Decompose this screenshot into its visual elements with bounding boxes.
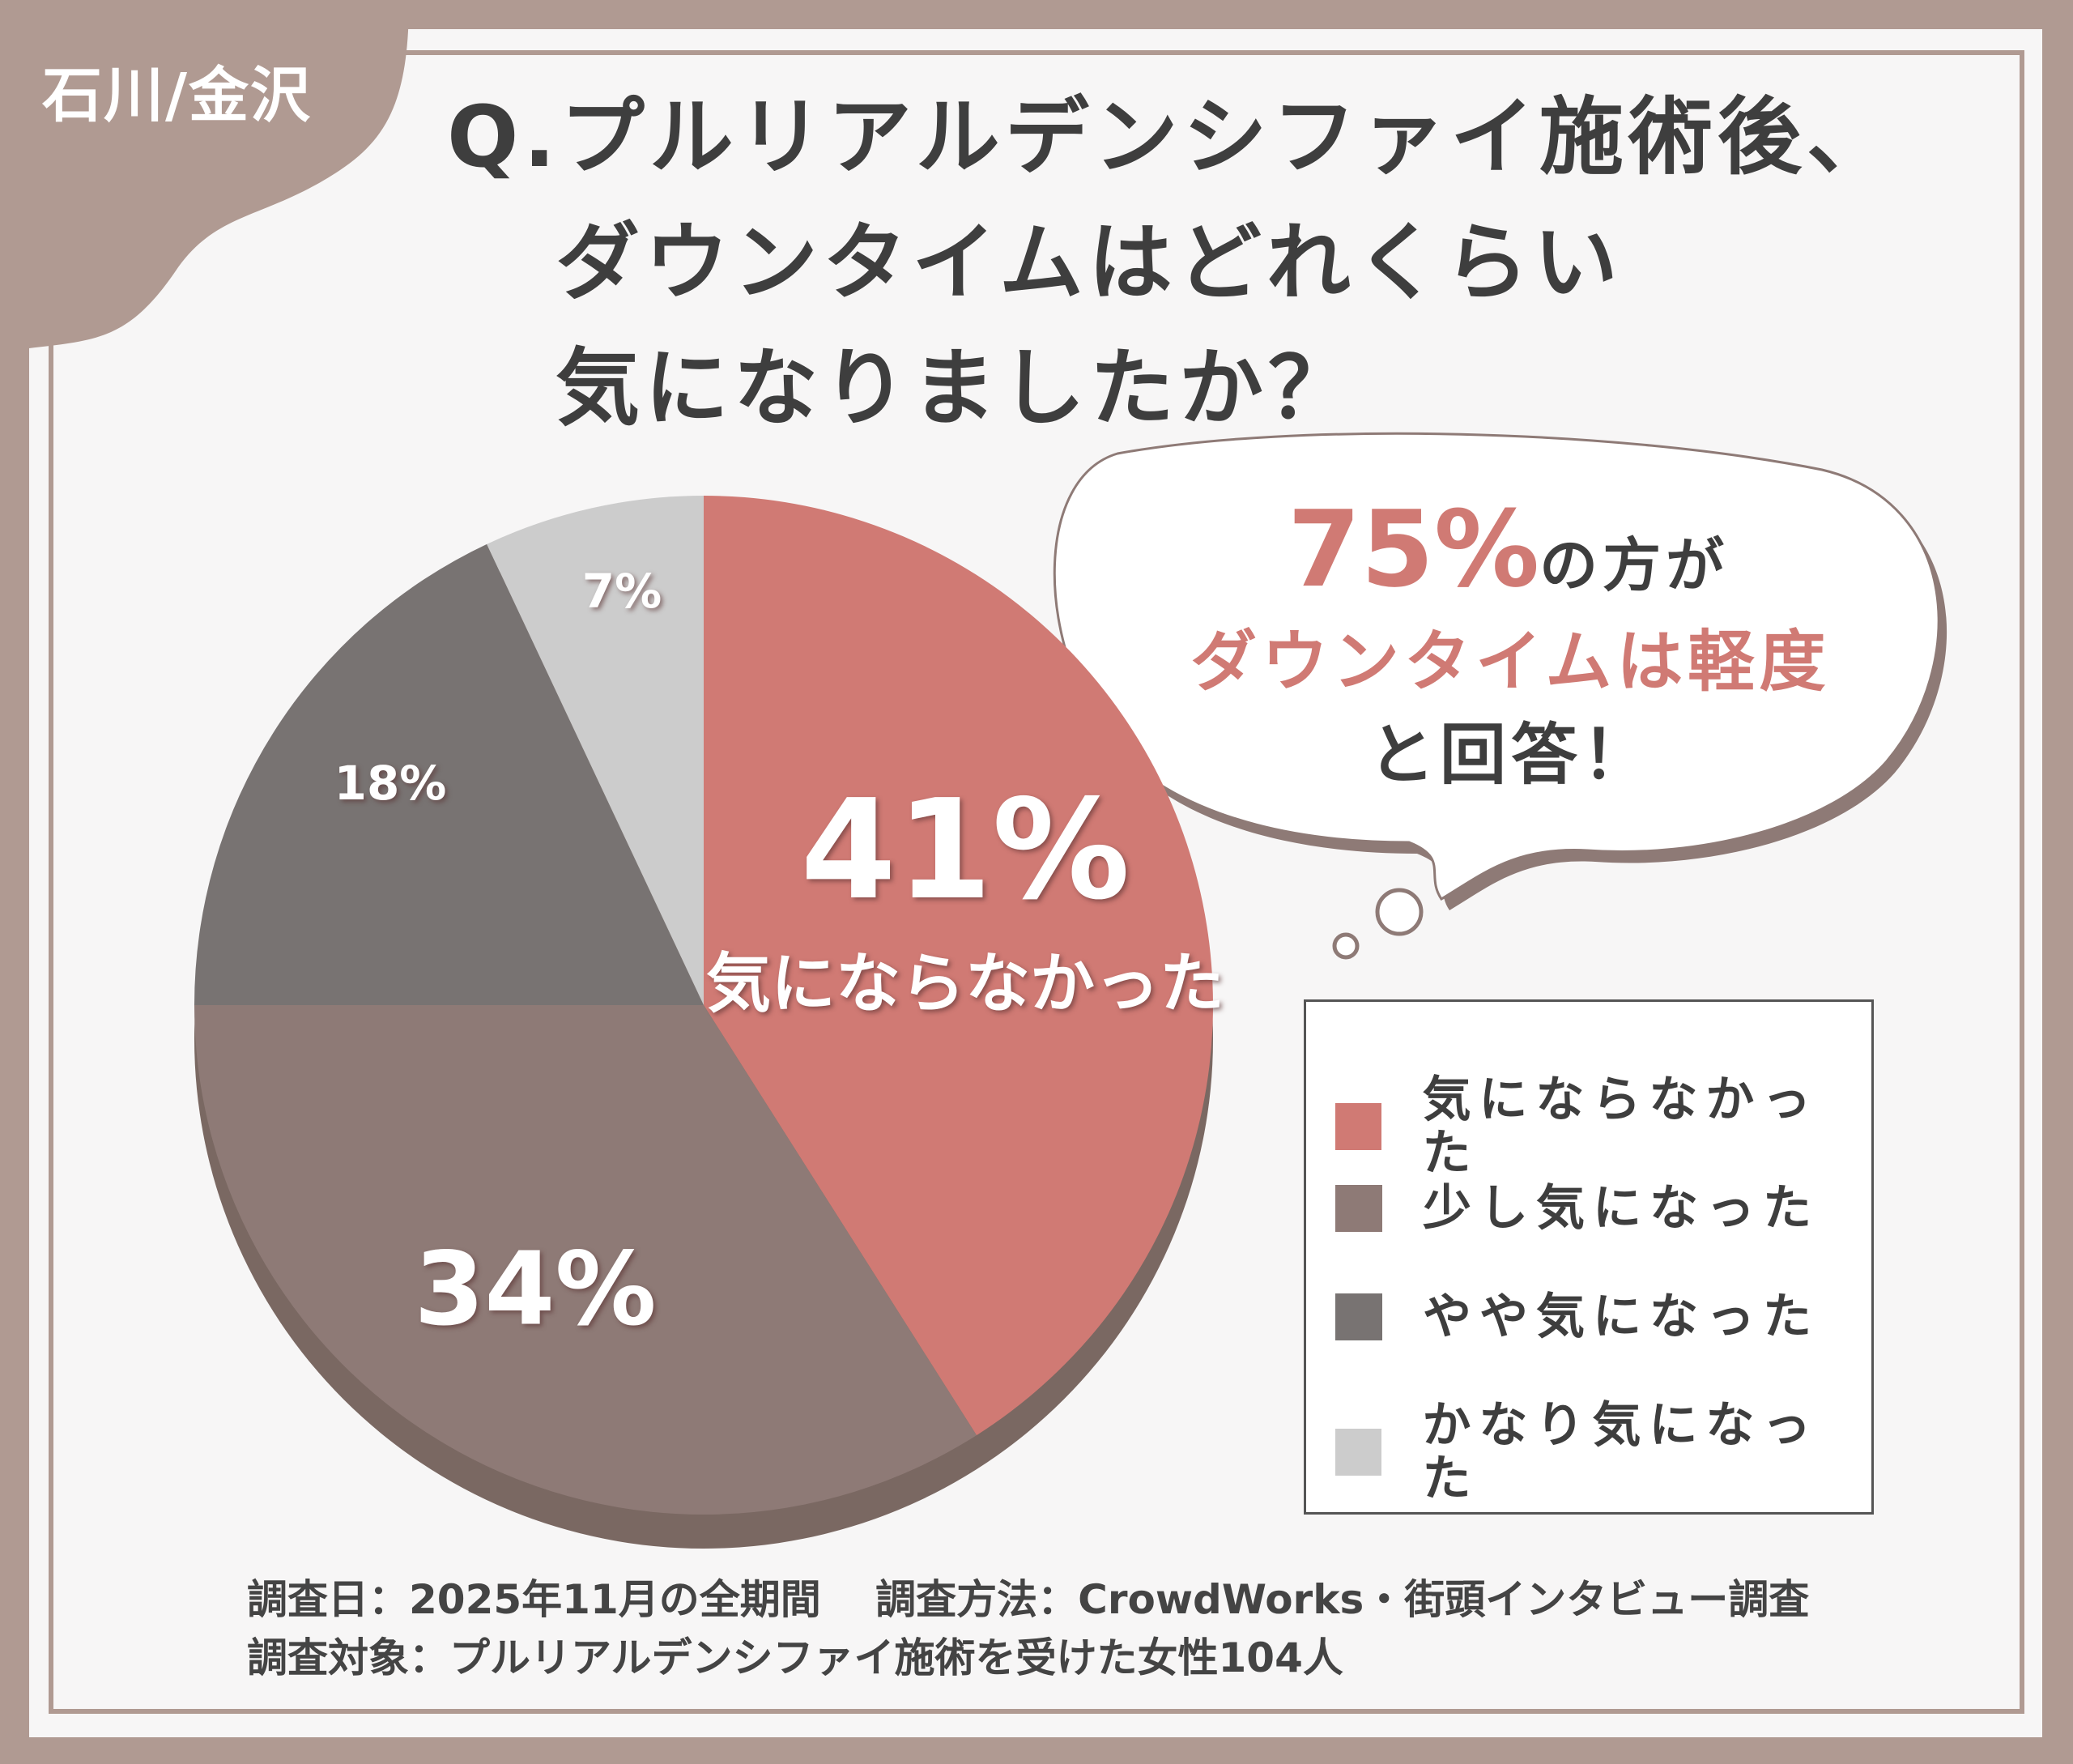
pie-slice-1 [194, 1005, 977, 1515]
legend: 気にならなかった 少し気になった やや気になった かなり気になった [1304, 999, 1874, 1515]
bubble-dot-large [1375, 888, 1424, 936]
title-line-1: Q.プルリアルデンシファイ施術後、 [447, 87, 1896, 186]
bubble-highlight: 75% [1288, 488, 1540, 611]
data-label-1: 34% [414, 1230, 657, 1349]
legend-item: 気にならなかった [1335, 1073, 1871, 1180]
legend-label: かなり気になった [1422, 1397, 1820, 1507]
legend-item: やや気になった [1335, 1290, 1820, 1344]
legend-swatch [1335, 1185, 1382, 1232]
footer-line-1: 調査日：2025年11月の全期間 調査方法：CrowdWorks・街頭インタビュ… [247, 1576, 1810, 1623]
title-line-3: 気になりましたか？ [555, 339, 1358, 437]
legend-label: 気にならなかった [1422, 1072, 1820, 1182]
data-label-2: 18% [334, 756, 447, 811]
legend-swatch [1335, 1429, 1382, 1476]
legend-label: 少し気になった [1423, 1180, 1820, 1237]
pie-chart [194, 496, 1214, 1549]
data-label-0: 41% [800, 770, 1130, 931]
title-line-2: ダウンタイムはどれくらい [555, 213, 1623, 312]
pie-slice-3 [487, 496, 704, 1005]
region-tag: 石川/金沢 [42, 61, 313, 130]
slice-caption: 気にならなかった [706, 946, 1224, 1021]
pie-slice-2 [194, 543, 704, 1005]
bubble-line-2: ダウンタイムは軽度 [1190, 624, 1831, 701]
data-label-3: 7% [581, 564, 662, 619]
bubble-line-3: と回答！ [1369, 717, 1654, 794]
pie-slice-0 [704, 496, 1214, 1436]
legend-label: やや気になった [1423, 1289, 1820, 1345]
bubble-line1-rest: の方が [1539, 531, 1730, 599]
legend-swatch [1335, 1293, 1382, 1340]
legend-item: かなり気になった [1335, 1399, 1871, 1506]
thought-bubble [1053, 432, 1947, 960]
corner-blob [0, 0, 409, 348]
bubble-dot-small [1332, 932, 1360, 960]
legend-item: 少し気になった [1335, 1182, 1820, 1235]
frame-border [49, 50, 2024, 1714]
bubble-line-1: 75%の方が [1288, 494, 1729, 605]
footer-line-2: 調査対象：プルリアルデンシファイ施術を受けた女性104人 [247, 1634, 1343, 1681]
legend-swatch [1335, 1103, 1382, 1150]
